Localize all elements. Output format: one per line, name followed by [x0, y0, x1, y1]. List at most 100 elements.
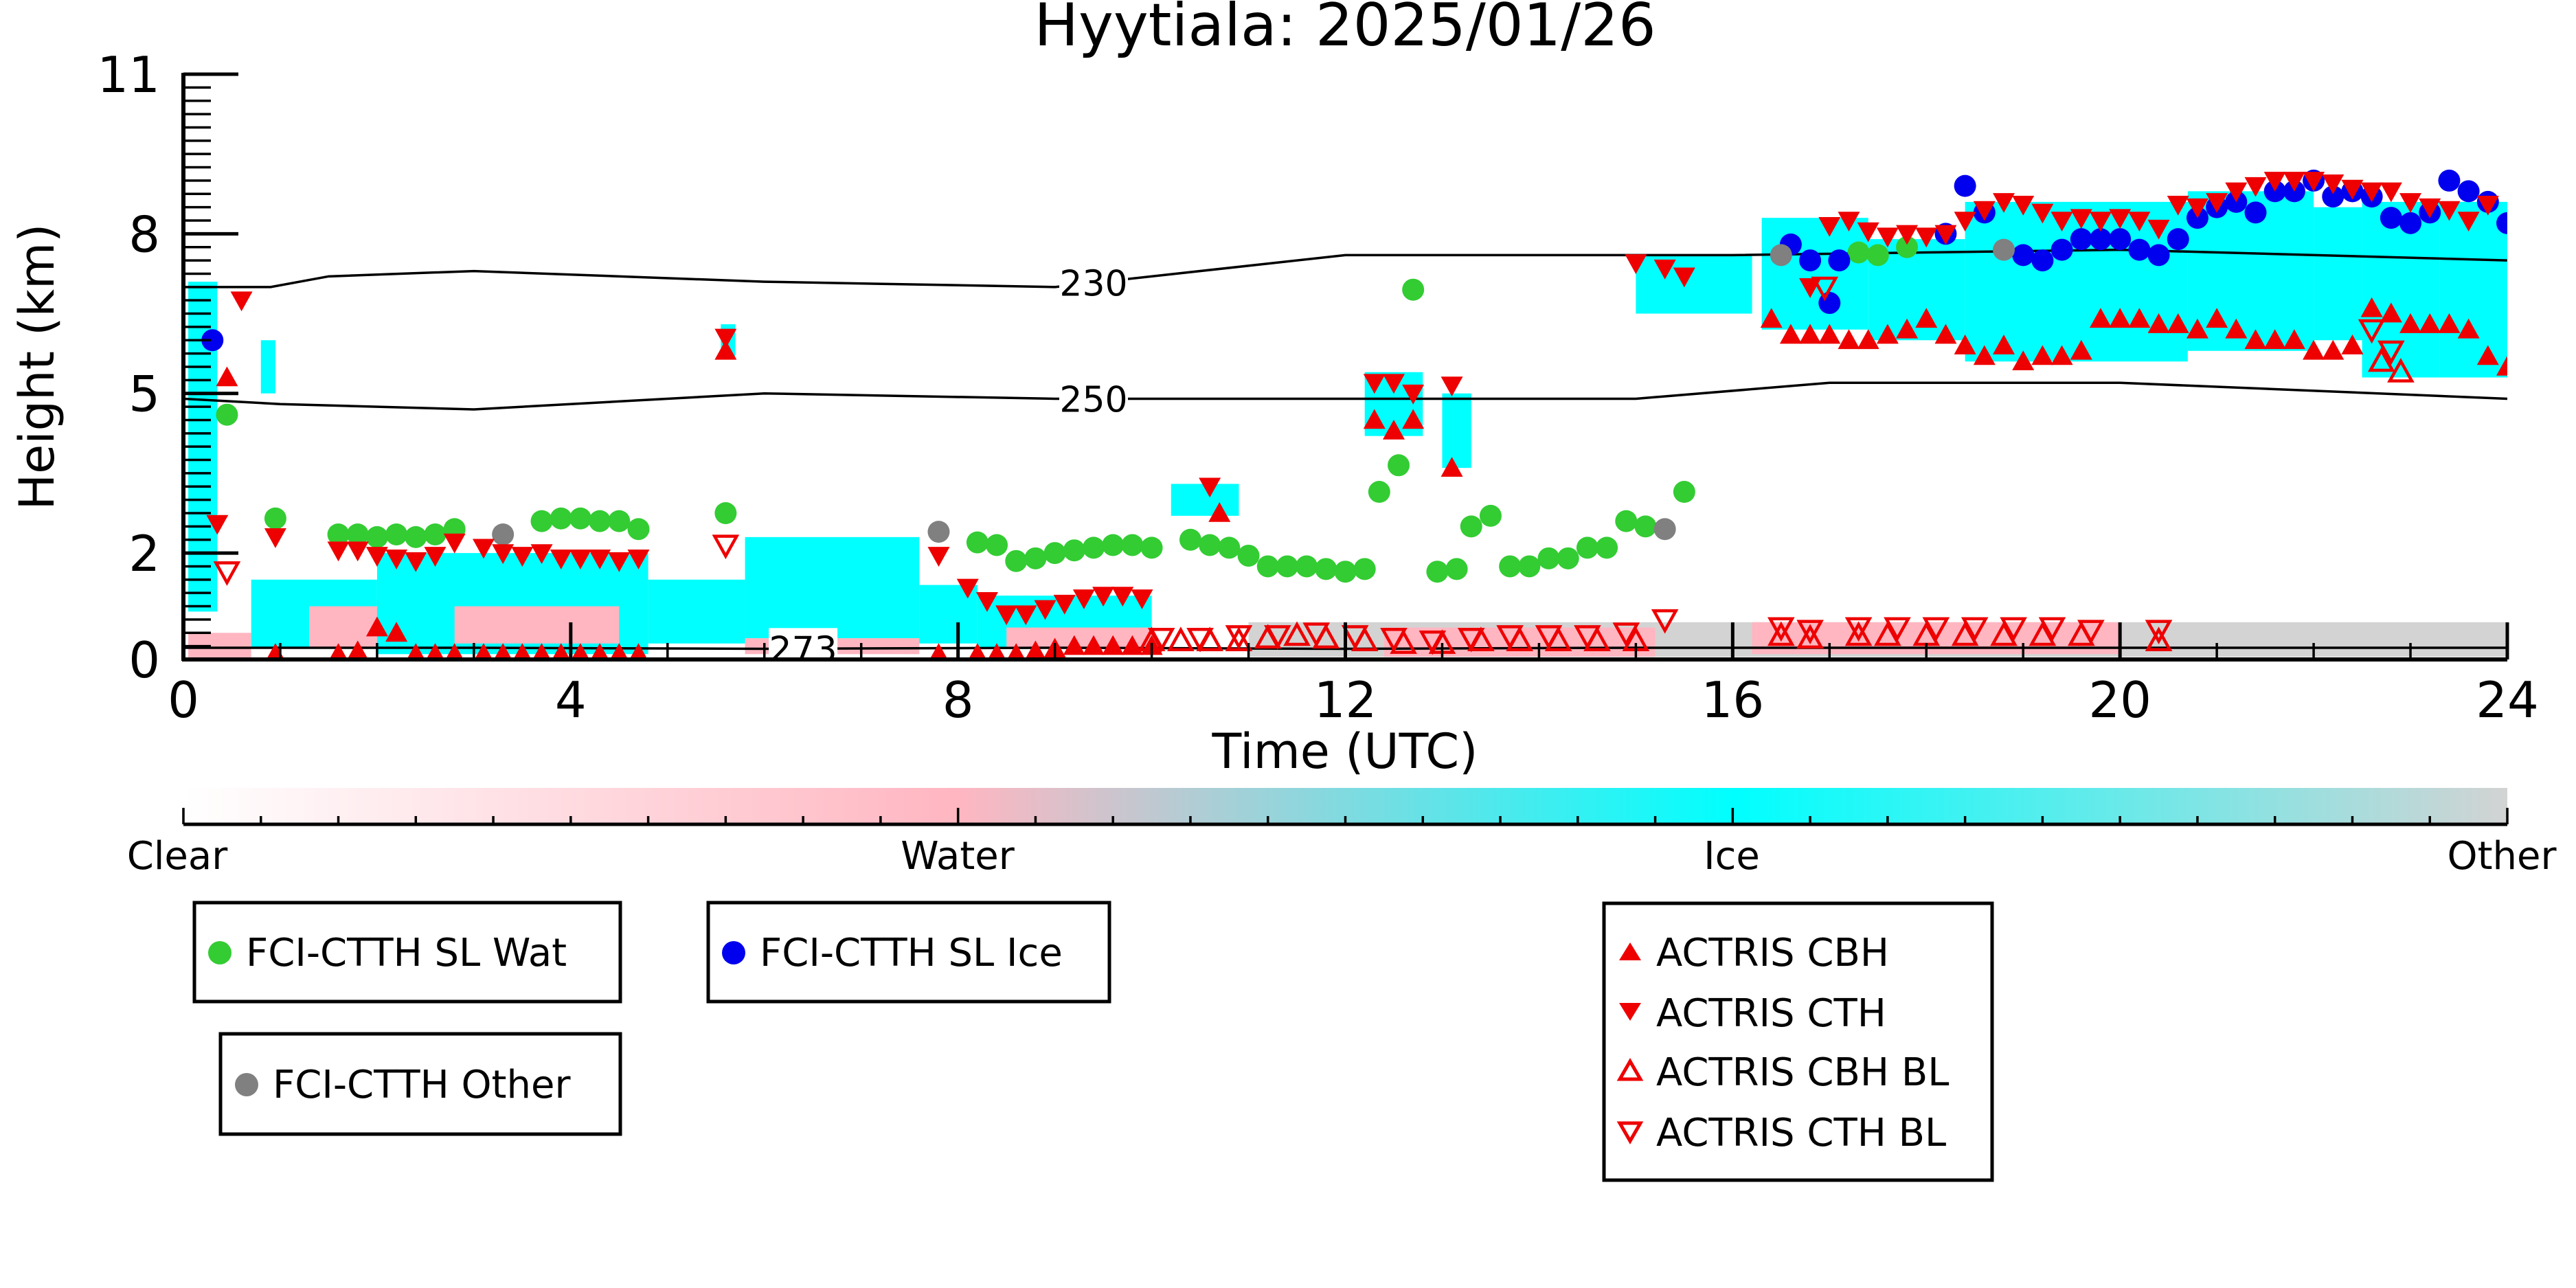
data-point-triangle-up [426, 643, 444, 659]
legend-fci-other: FCI-CTTH Other [218, 1032, 622, 1136]
colorbar-label-water: Water [901, 834, 1015, 879]
data-point-circle [1083, 536, 1105, 559]
data-point-triangle-down [472, 539, 495, 559]
data-point-triangle-up [1954, 335, 1976, 354]
fci-ctth-sl-wat-series [216, 236, 1919, 583]
data-point-circle [2089, 228, 2112, 251]
data-point-triangle-down [627, 550, 650, 569]
data-point-triangle-up [493, 643, 512, 659]
data-point-circle [1896, 236, 1919, 258]
data-point-triangle-down [2380, 182, 2402, 203]
data-point-triangle-down [511, 547, 534, 567]
data-point-triangle-down-open [1612, 622, 1640, 647]
data-point-triangle-up [1838, 329, 1860, 350]
data-point-triangle-down-open [1767, 617, 1795, 642]
colorbar-label-other: Other [2447, 834, 2557, 879]
data-point-triangle-up-open [1796, 624, 1824, 649]
isotherm-273-label: 273 [769, 629, 837, 670]
data-point-circle [365, 526, 388, 548]
data-point-triangle-down [2303, 172, 2325, 192]
legend-label: ACTRIS CTH [1656, 991, 1886, 1036]
data-point-circle [1770, 244, 1792, 267]
legend-fci-ice: FCI-CTTH SL Ice [706, 901, 1111, 1004]
data-point-triangle-up [2283, 329, 2305, 350]
ice-phase-region [648, 579, 745, 644]
y-tick-label: 11 [97, 46, 160, 104]
ice-phase-region [2314, 207, 2362, 341]
data-point-triangle-up [2070, 339, 2092, 360]
data-point-circle [1799, 249, 1822, 272]
data-point-triangle-down-open [1186, 627, 1214, 653]
water-phase-region [454, 606, 620, 644]
ice-phase-region [1965, 201, 2188, 362]
data-point-triangle-down [385, 550, 408, 569]
data-point-circle [1557, 547, 1579, 569]
data-point-triangle-down [1199, 477, 1221, 498]
data-point-circle [1402, 278, 1425, 301]
data-point-circle [264, 507, 286, 530]
data-point-triangle-down [327, 541, 350, 562]
data-point-circle [1276, 555, 1298, 578]
data-point-circle [1140, 536, 1163, 559]
data-point-triangle-up [2206, 308, 2228, 328]
data-point-circle [2012, 244, 2035, 267]
data-point-triangle-up [2360, 297, 2383, 317]
data-point-circle [1596, 536, 1618, 559]
data-point-triangle-down-open [2145, 620, 2173, 645]
data-point-triangle-down [2476, 195, 2499, 216]
x-tick-label: 0 [168, 671, 199, 729]
data-point-triangle-down [2244, 177, 2267, 197]
data-point-circle [1518, 555, 1541, 578]
data-point-circle [1179, 528, 1201, 551]
data-point-circle [1954, 174, 1976, 197]
data-point-triangle-down [589, 550, 611, 569]
data-point-circle [1653, 518, 1676, 541]
data-point-triangle-up [929, 643, 948, 659]
data-point-triangle-down [975, 592, 998, 612]
legend-marker-circle [235, 1073, 258, 1096]
data-point-triangle-down [2089, 212, 2112, 231]
actris-cbh-bl-series [1138, 347, 2415, 654]
data-point-triangle-up-open [2387, 358, 2415, 383]
data-point-circle [1024, 547, 1047, 569]
x-tick-label: 12 [1314, 671, 1377, 729]
data-point-circle [1673, 481, 1695, 504]
ice-phase-region [1761, 218, 1868, 330]
data-point-triangle-up [474, 643, 493, 659]
data-point-circle [608, 510, 631, 532]
data-point-triangle-down [1363, 374, 1386, 394]
ice-phase-region [1171, 484, 1239, 516]
ice-phase-region [2362, 201, 2440, 378]
data-point-triangle-down [2263, 172, 2286, 192]
phase-colorbar: Clear Water Ice Other [127, 788, 2557, 879]
data-point-triangle-up [610, 643, 629, 659]
data-point-circle [1256, 555, 1279, 578]
data-point-triangle-down [927, 547, 950, 567]
data-point-triangle-up [2476, 345, 2499, 365]
data-point-triangle-up [407, 643, 425, 659]
data-point-triangle-down [1653, 259, 1676, 280]
legend-label: FCI-CTTH SL Ice [760, 931, 1063, 975]
y-tick-label: 8 [128, 205, 160, 263]
data-point-circle [1445, 558, 1468, 580]
data-point-triangle-down [2050, 212, 2073, 231]
data-point-triangle-down [424, 547, 447, 567]
data-point-circle [1426, 561, 1449, 583]
data-point-triangle-up [1121, 635, 1144, 655]
legend-marker-circle [722, 941, 745, 964]
data-point-triangle-up [2496, 356, 2507, 376]
data-point-circle [2322, 185, 2345, 208]
data-point-triangle-up [2419, 313, 2441, 333]
data-point-circle [2128, 238, 2151, 261]
data-point-circle [492, 523, 515, 545]
data-point-triangle-up [1025, 640, 1046, 659]
isotherm-230-line [183, 248, 2507, 289]
data-point-triangle-up [2147, 313, 2170, 333]
data-point-circle [2399, 212, 2422, 234]
data-point-triangle-down [1015, 605, 1037, 626]
data-point-triangle-down [346, 541, 369, 562]
data-point-circle [627, 518, 650, 541]
data-point-triangle-up [2089, 308, 2112, 328]
data-point-circle [569, 507, 591, 530]
